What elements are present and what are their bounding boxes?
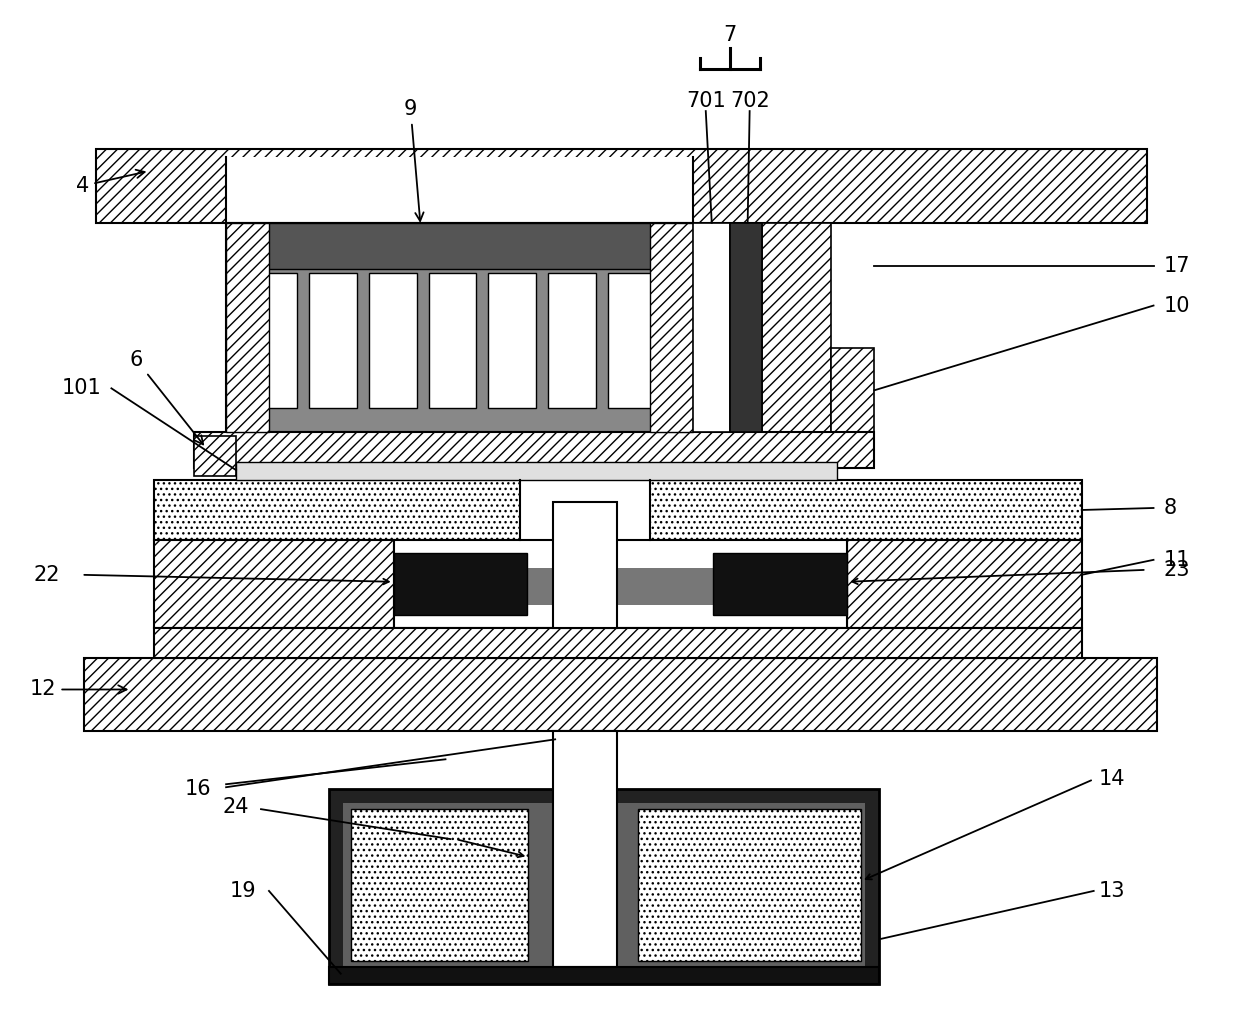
Text: 23: 23 xyxy=(1163,560,1190,580)
Text: 14: 14 xyxy=(1099,769,1125,789)
Bar xyxy=(713,553,847,614)
Bar xyxy=(236,462,837,480)
Text: 10: 10 xyxy=(1163,296,1190,316)
Bar xyxy=(226,223,693,432)
Text: 17: 17 xyxy=(1163,255,1190,275)
Bar xyxy=(521,480,650,540)
Text: 12: 12 xyxy=(30,679,126,699)
Bar xyxy=(329,967,879,984)
Bar xyxy=(637,809,862,961)
Bar xyxy=(154,540,393,628)
Bar xyxy=(393,540,847,628)
Bar xyxy=(195,432,874,468)
Bar xyxy=(368,272,417,409)
Bar xyxy=(195,436,236,476)
Bar xyxy=(429,272,476,409)
Bar xyxy=(84,658,1157,732)
Text: 6: 6 xyxy=(130,350,203,444)
Text: 101: 101 xyxy=(62,378,102,399)
Bar xyxy=(154,480,1081,540)
Bar xyxy=(393,553,527,614)
Bar xyxy=(527,568,713,604)
Text: 702: 702 xyxy=(730,91,770,111)
Bar xyxy=(226,157,693,223)
Bar xyxy=(761,223,831,432)
Text: 7: 7 xyxy=(723,25,737,45)
Bar xyxy=(548,272,596,409)
Bar xyxy=(729,223,761,432)
Bar xyxy=(249,272,296,409)
Bar xyxy=(553,502,618,628)
Bar xyxy=(650,223,693,432)
Text: 11: 11 xyxy=(1163,550,1190,570)
Text: 701: 701 xyxy=(686,91,725,111)
Text: 9: 9 xyxy=(404,99,424,221)
Bar xyxy=(342,803,866,969)
Bar xyxy=(97,149,1147,223)
Text: 19: 19 xyxy=(229,881,255,901)
Bar xyxy=(553,732,618,967)
Bar xyxy=(351,809,528,961)
Text: 8: 8 xyxy=(1163,498,1177,518)
Bar xyxy=(309,272,357,409)
Text: 13: 13 xyxy=(1099,881,1125,901)
Bar xyxy=(608,272,656,409)
Bar xyxy=(693,223,729,432)
Text: 16: 16 xyxy=(185,779,211,799)
Bar xyxy=(847,540,1081,628)
Bar xyxy=(154,628,1081,658)
Bar xyxy=(831,348,874,466)
Bar xyxy=(226,223,269,432)
Text: 24: 24 xyxy=(222,797,249,817)
Bar xyxy=(761,432,874,466)
Text: 4: 4 xyxy=(76,170,145,196)
Bar xyxy=(489,272,536,409)
Bar xyxy=(226,223,693,268)
Text: 22: 22 xyxy=(33,565,60,585)
Bar xyxy=(329,789,879,984)
